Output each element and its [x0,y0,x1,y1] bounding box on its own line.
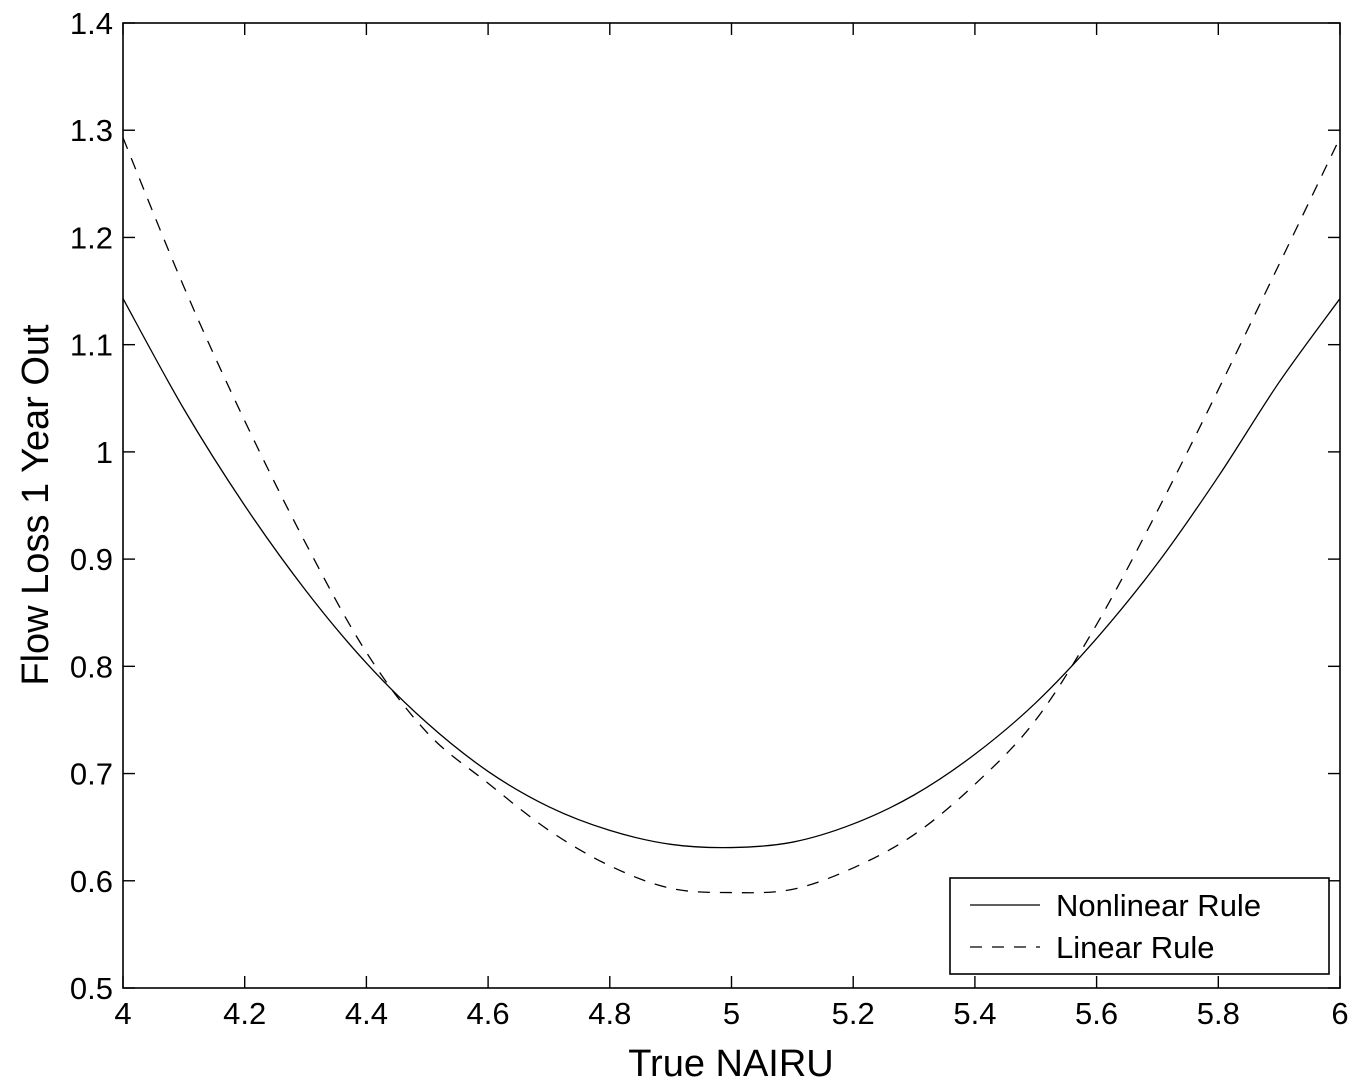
x-tick-label: 6 [1331,996,1348,1031]
x-tick-label: 5 [723,996,740,1031]
y-tick-label: 0.6 [70,864,113,899]
y-tick-label: 1.3 [70,113,113,148]
y-axis-title: Flow Loss 1 Year Out [15,324,57,686]
x-tick-label: 4.2 [223,996,266,1031]
legend-nonlinear-label: Nonlinear Rule [1056,888,1261,923]
x-tick-label: 5.2 [832,996,875,1031]
x-tick-label: 5.6 [1075,996,1118,1031]
y-tick-label: 1.1 [70,328,113,363]
y-tick-label: 0.8 [70,649,113,684]
x-axis-ticks: 4 4.2 4.4 4.6 4.8 5 5.2 5.4 5.6 5.8 6 [114,23,1349,1031]
y-tick-label: 0.7 [70,757,113,792]
series-line-linear-rule [122,137,1341,894]
legend-linear-label: Linear Rule [1056,930,1215,965]
x-axis-title: True NAIRU [628,1043,834,1085]
series-line-nonlinear-rule [122,298,1341,849]
x-tick-label: 4 [114,996,131,1031]
y-tick-label: 1.2 [70,220,113,255]
y-axis-ticks: 0.5 0.6 0.7 0.8 0.9 1 1.1 1.2 1.3 1.4 [70,6,1340,1006]
y-tick-label: 1 [96,435,113,470]
x-tick-label: 5.8 [1197,996,1240,1031]
x-tick-label: 4.4 [345,996,388,1031]
legend: Nonlinear Rule Linear Rule [949,877,1330,975]
plot-frame [122,22,1341,989]
x-tick-label: 4.6 [467,996,510,1031]
y-tick-label: 1.4 [70,6,113,41]
y-tick-label: 0.9 [70,542,113,577]
x-tick-label: 5.4 [953,996,996,1031]
series-layer [122,137,1341,894]
y-tick-label: 0.5 [70,971,113,1006]
legend-box [949,877,1330,975]
x-tick-label: 4.8 [588,996,631,1031]
